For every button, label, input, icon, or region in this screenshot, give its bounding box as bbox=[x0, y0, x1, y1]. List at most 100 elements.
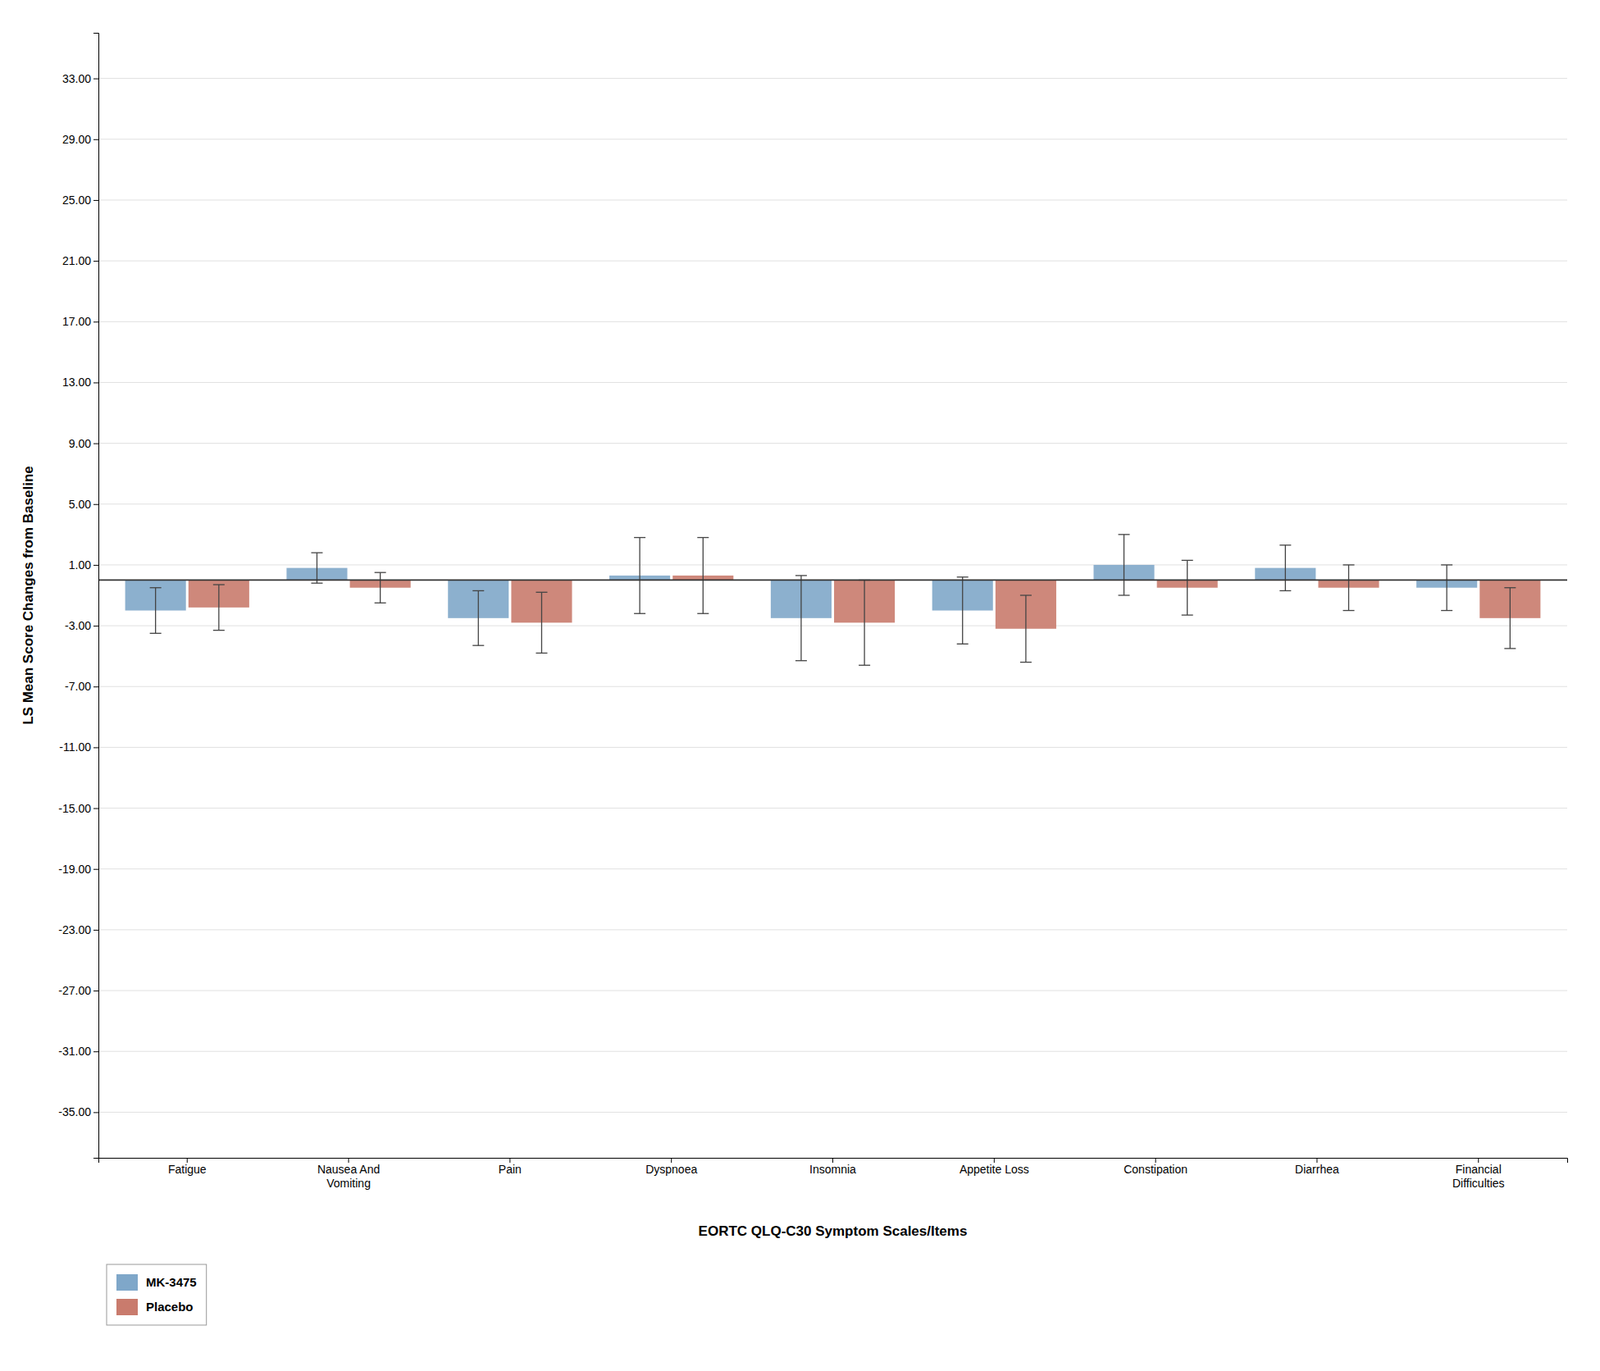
error-bar-stem bbox=[1186, 560, 1188, 616]
x-tick: Diarrhea bbox=[1294, 1157, 1340, 1177]
grid-line bbox=[98, 625, 1568, 627]
y-tick-mark bbox=[93, 929, 99, 931]
error-bar-cap bbox=[1020, 594, 1032, 596]
plot-area bbox=[98, 534, 1568, 666]
legend: MK-3475 Placebo bbox=[106, 1264, 207, 1326]
error-bars bbox=[150, 534, 1454, 661]
y-tick-mark bbox=[93, 565, 99, 566]
x-tick: Pain bbox=[498, 1157, 522, 1177]
grid-line bbox=[98, 77, 1568, 79]
x-tick-label: Constipation bbox=[1123, 1162, 1188, 1177]
error-bar-cap bbox=[1020, 661, 1032, 663]
y-tick: -27.00 bbox=[58, 984, 99, 998]
y-tick-label: -7.00 bbox=[64, 679, 92, 693]
grid-line bbox=[98, 990, 1568, 992]
error-bar bbox=[1020, 595, 1032, 663]
error-bar-stem bbox=[478, 590, 479, 646]
y-tick-label: 13.00 bbox=[62, 375, 92, 389]
y-tick: -19.00 bbox=[58, 862, 99, 876]
error-bar-cap bbox=[1504, 647, 1516, 649]
error-bar-cap bbox=[1343, 564, 1355, 566]
legend-frame bbox=[106, 1264, 207, 1326]
y-tick-label: -27.00 bbox=[58, 984, 92, 998]
error-bar-stem bbox=[1123, 534, 1125, 596]
y-tick-mark bbox=[93, 78, 99, 80]
y-tick-mark bbox=[93, 443, 99, 445]
y-tick: -7.00 bbox=[64, 679, 99, 693]
y-tick-label: -3.00 bbox=[64, 619, 92, 633]
grid-line bbox=[98, 138, 1568, 140]
error-bar-cap bbox=[633, 613, 646, 615]
y-tick-label: 29.00 bbox=[62, 132, 92, 146]
y-tick: 21.00 bbox=[62, 254, 99, 268]
error-bar-cap bbox=[957, 643, 969, 645]
error-bar-stem bbox=[863, 579, 865, 666]
y-tick: -3.00 bbox=[64, 619, 99, 633]
error-bar bbox=[795, 575, 807, 661]
error-bar bbox=[535, 592, 548, 653]
legend-item: Placebo bbox=[116, 1299, 194, 1316]
error-bar-cap bbox=[310, 583, 323, 584]
error-bar-cap bbox=[1343, 610, 1355, 611]
error-bar-cap bbox=[957, 576, 969, 578]
y-tick: 29.00 bbox=[62, 132, 99, 146]
error-bar bbox=[1440, 565, 1453, 611]
error-bar-cap bbox=[310, 551, 323, 553]
error-bar-cap bbox=[1440, 610, 1453, 611]
grid-line bbox=[98, 1112, 1568, 1113]
y-tick-label: -31.00 bbox=[58, 1044, 92, 1058]
y-tick: -11.00 bbox=[59, 740, 99, 754]
y-tick-mark bbox=[93, 747, 99, 748]
error-bar-stem bbox=[316, 552, 318, 584]
error-bar bbox=[957, 577, 969, 645]
y-tick: 9.00 bbox=[68, 437, 99, 451]
y-tick: -31.00 bbox=[58, 1044, 99, 1058]
x-tick-label: Appetite Loss bbox=[959, 1162, 1030, 1177]
y-axis-title: LS Mean Score Changes from Baseline bbox=[20, 465, 37, 725]
y-tick-label: 25.00 bbox=[62, 193, 92, 207]
y-tick-mark bbox=[93, 808, 99, 810]
error-bar-cap bbox=[795, 660, 807, 661]
error-bar bbox=[374, 572, 387, 603]
y-tick: 25.00 bbox=[62, 193, 99, 207]
error-bar-cap bbox=[374, 572, 387, 574]
chart: 33.0029.0025.0021.0017.0013.009.005.001.… bbox=[0, 0, 1600, 1371]
error-bar-cap bbox=[472, 645, 484, 647]
y-tick-label: -35.00 bbox=[58, 1105, 92, 1119]
error-bar-cap bbox=[1118, 594, 1131, 596]
x-tick-label: Diarrhea bbox=[1294, 1162, 1340, 1177]
y-tick-label: -11.00 bbox=[59, 740, 92, 754]
y-tick-mark bbox=[93, 625, 99, 627]
x-tick-label: Nausea AndVomiting bbox=[317, 1162, 380, 1190]
error-bar bbox=[310, 552, 323, 584]
error-bar bbox=[1279, 545, 1291, 592]
error-bar-cap bbox=[697, 613, 709, 615]
y-tick-mark bbox=[93, 1051, 99, 1053]
x-tick-label: Insomnia bbox=[809, 1162, 857, 1177]
error-bar-cap bbox=[150, 633, 162, 634]
grid-line bbox=[98, 747, 1568, 748]
error-bar-cap bbox=[472, 590, 484, 592]
y-tick-label: 1.00 bbox=[68, 558, 92, 572]
error-bar-stem bbox=[800, 575, 802, 661]
error-bar-stem bbox=[1285, 545, 1286, 592]
error-bar-stem bbox=[702, 537, 704, 615]
grid bbox=[98, 78, 1568, 1113]
error-bars bbox=[213, 537, 1517, 666]
x-tick: Fatigue bbox=[168, 1157, 207, 1177]
reference-line bbox=[98, 579, 1568, 582]
legend-label: MK-3475 bbox=[145, 1275, 197, 1290]
error-bar-stem bbox=[1348, 565, 1350, 611]
error-bar-cap bbox=[795, 574, 807, 576]
y-tick-mark bbox=[93, 686, 99, 688]
y-tick-mark bbox=[93, 260, 99, 262]
grid-line bbox=[98, 321, 1568, 323]
error-bar-cap bbox=[1504, 587, 1516, 589]
y-tick-mark bbox=[93, 200, 99, 201]
x-axis: FatigueNausea AndVomitingPainDyspnoeaIns… bbox=[99, 1157, 1569, 1190]
y-tick-mark bbox=[93, 139, 99, 141]
error-bar bbox=[858, 579, 871, 666]
y-axis: 33.0029.0025.0021.0017.0013.009.005.001.… bbox=[58, 33, 99, 1159]
x-tick-label: FinancialDifficulties bbox=[1452, 1162, 1505, 1190]
y-tick: 33.00 bbox=[62, 72, 99, 86]
